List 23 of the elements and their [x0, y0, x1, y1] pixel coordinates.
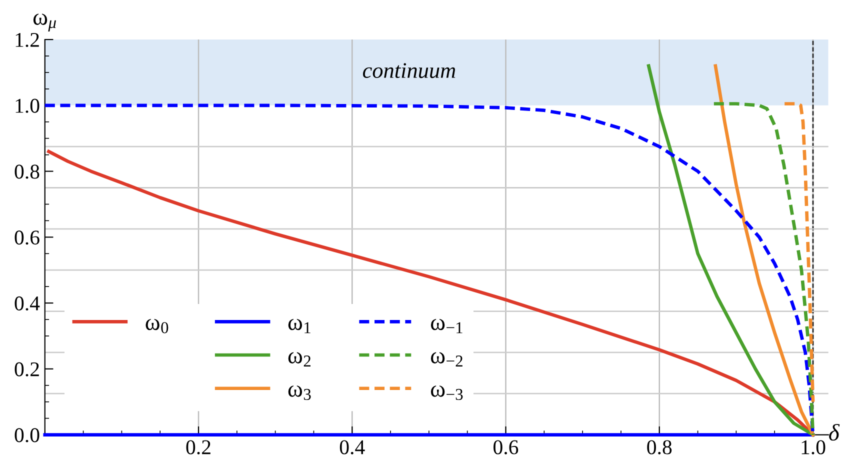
- legend-label: ω$_{2}$: [288, 352, 311, 366]
- legend-label: ω$_{−2}$: [430, 352, 462, 366]
- x-tick-label: 0.2: [186, 440, 210, 454]
- y-tick-label: 1.0: [16, 98, 40, 113]
- y-tick-label: 1.2: [16, 32, 39, 48]
- y-axis-title: ω$_{μ}$: [33, 14, 56, 32]
- y-tick-label: 0.4: [14, 296, 40, 311]
- y-tick-label: 0.6: [14, 230, 40, 245]
- x-tick-label: 1.0: [802, 440, 826, 454]
- x-tick-label: 0.8: [647, 440, 672, 454]
- legend-label: ω$_{1}$: [288, 318, 310, 334]
- x-tick-label: 0.6: [494, 440, 518, 454]
- y-tick-label: 0.8: [14, 164, 40, 179]
- line-series: [782, 102, 815, 404]
- y-tick-label: 0.2: [14, 362, 39, 376]
- legend-label: ω$_{3}$: [288, 386, 311, 400]
- legend-label: ω$_{−1}$: [430, 318, 462, 334]
- x-tick-label: 0.4: [340, 440, 365, 454]
- band-label: continuum: [362, 63, 456, 78]
- legend-label: ω$_{0}$: [146, 318, 168, 334]
- legend-label: ω$_{−3}$: [430, 386, 463, 400]
- x-axis-title: δ: [829, 424, 840, 441]
- y-tick-label: 0.0: [14, 428, 40, 442]
